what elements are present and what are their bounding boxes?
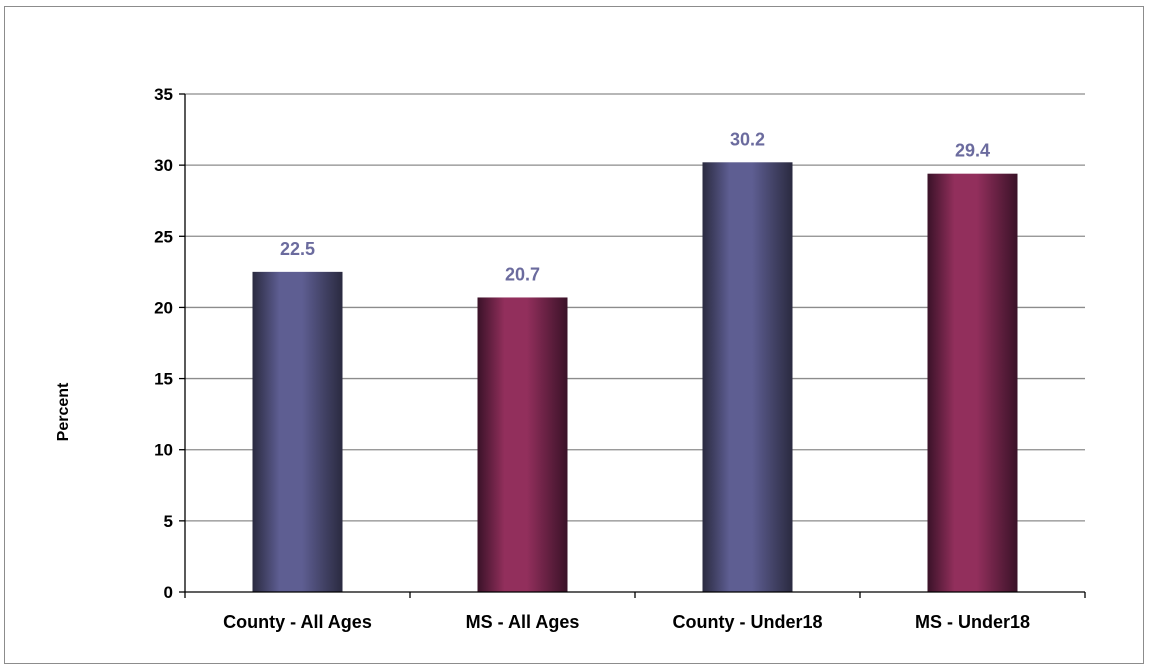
bar: [927, 173, 1018, 592]
y-tick-label: 10: [154, 441, 173, 460]
y-tick-label: 30: [154, 156, 173, 175]
axes: [179, 93, 1086, 598]
data-label: 20.7: [505, 264, 540, 284]
bars: [252, 162, 1018, 592]
y-tick-label: 35: [154, 85, 173, 104]
bar: [252, 271, 343, 592]
y-tick-label: 15: [154, 370, 173, 389]
bar: [702, 162, 793, 592]
bar: [477, 297, 568, 592]
y-tick-label: 25: [154, 227, 173, 246]
x-category-label: MS - Under18: [915, 612, 1030, 632]
y-tick-label: 5: [164, 512, 173, 531]
data-label: 30.2: [730, 129, 765, 149]
data-label: 29.4: [955, 141, 990, 161]
x-category-label: County - Under18: [672, 612, 822, 632]
y-axis-title: Percent: [55, 382, 72, 441]
y-tick-label: 20: [154, 298, 173, 317]
y-tick-label: 0: [164, 583, 173, 602]
labels: 0 5 10 15 20 25 30 35 22.5 County - All Ages 20.7 M…: [154, 85, 1030, 632]
data-label: 22.5: [280, 239, 315, 259]
x-category-label: County - All Ages: [223, 612, 372, 632]
x-category-label: MS - All Ages: [466, 612, 580, 632]
